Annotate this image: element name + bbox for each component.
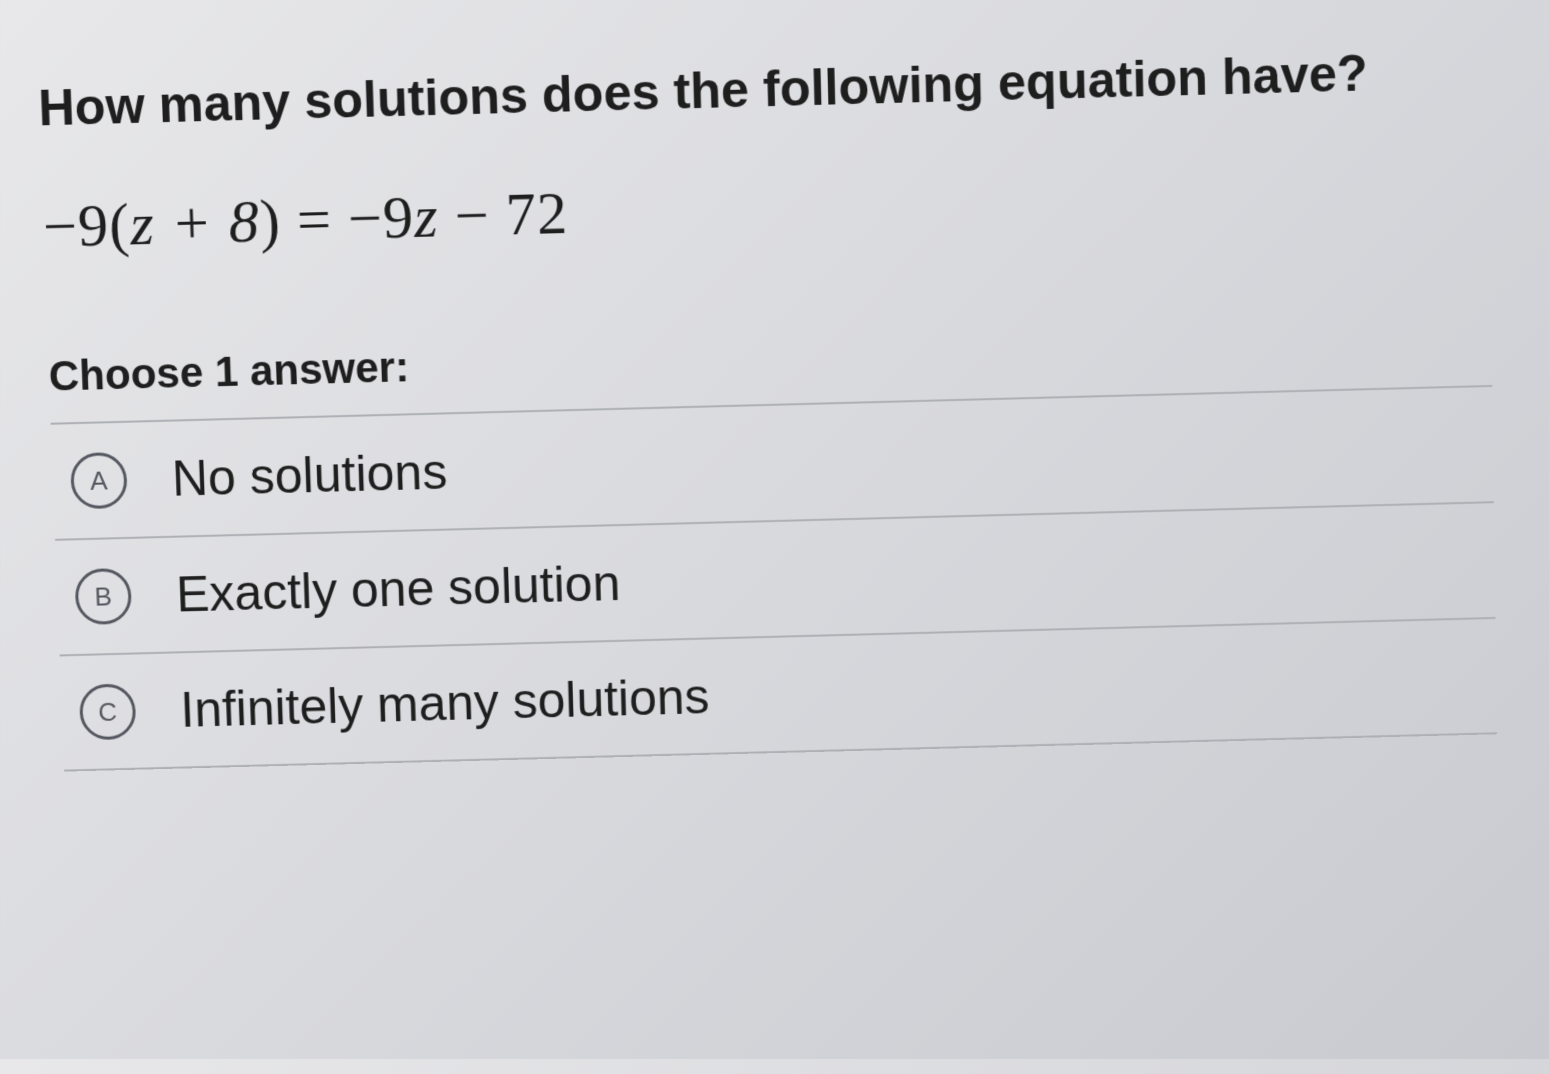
eq-lhs-coef: −9	[42, 191, 111, 259]
option-text: Infinitely many solutions	[179, 667, 710, 738]
choose-one-answer-label: Choose 1 answer:	[48, 315, 1492, 401]
option-text: No solutions	[171, 442, 448, 507]
option-letter-circle: A	[70, 452, 128, 510]
option-letter-circle: C	[79, 683, 137, 740]
option-text: Exactly one solution	[175, 554, 621, 623]
eq-lhs-inner: z + 8	[129, 187, 261, 257]
option-letter-circle: B	[74, 568, 132, 625]
equation: −9(z + 8) = −9z − 72−9z − 72	[42, 154, 1490, 262]
question-text: How many solutions does the following eq…	[37, 37, 1488, 141]
eq-rhs: −9z − 72−9z − 72	[347, 179, 569, 251]
answer-list: A No solutions B Exactly one solution C …	[51, 385, 1497, 772]
